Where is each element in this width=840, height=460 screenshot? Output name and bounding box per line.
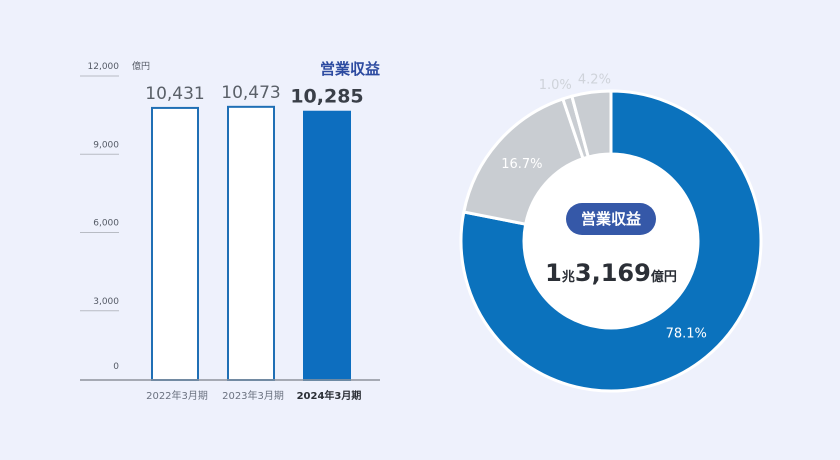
donut-percent-label: 78.1% <box>666 327 707 342</box>
bar-series <box>151 105 351 382</box>
donut-percent-label: 4.2% <box>578 72 611 87</box>
bar-value-labels: 10,431 10,473 10,285 <box>145 83 363 108</box>
bar <box>151 106 199 382</box>
bar-y-tick-label: 12,000 <box>88 62 120 72</box>
bar-unit-label: 億円 <box>132 60 150 72</box>
bar-y-tick-label: 3,000 <box>93 297 119 307</box>
bar <box>303 110 351 382</box>
bar-value-label: 10,473 <box>221 83 280 103</box>
bar-value-label: 10,431 <box>145 84 204 104</box>
donut-hole <box>524 154 698 328</box>
donut-percent-label: 1.0% <box>539 78 572 93</box>
bar-y-tick-label: 9,000 <box>93 140 119 150</box>
donut-chart: 78.1% 16.7% 1.0% 4.2% 営業収益 1兆3,169億円 <box>459 72 763 393</box>
total-unit: 億円 <box>651 269 677 285</box>
center-total: 1兆3,169億円 <box>545 259 677 287</box>
bar-category-labels: 2022年3月期 2023年3月期 2024年3月期 <box>146 389 361 402</box>
donut-slices <box>459 89 763 393</box>
bar-chart-title: 営業収益 <box>320 60 380 78</box>
bar-category-label: 2024年3月期 <box>297 389 362 402</box>
donut-percent-label: 16.7% <box>501 157 542 172</box>
center-badge <box>566 203 656 235</box>
bar-y-tick-labels: 0 3,000 6,000 9,000 12,000 <box>88 62 120 372</box>
bar-category-label: 2023年3月期 <box>222 389 284 402</box>
bar-category-label: 2022年3月期 <box>146 389 208 402</box>
total-unit-mid: 兆 <box>562 269 575 285</box>
total-main: 3,169 <box>575 259 651 287</box>
bar-y-tick-label: 6,000 <box>93 219 119 229</box>
bar-value-label: 10,285 <box>290 86 363 108</box>
bar-y-tick-label: 0 <box>113 362 119 372</box>
donut-percent-labels: 78.1% 16.7% 1.0% 4.2% <box>501 72 707 341</box>
center-badge-label: 営業収益 <box>581 210 641 228</box>
bar <box>227 105 275 381</box>
total-prefix: 1 <box>545 259 562 287</box>
bar-gridlines <box>80 75 119 312</box>
